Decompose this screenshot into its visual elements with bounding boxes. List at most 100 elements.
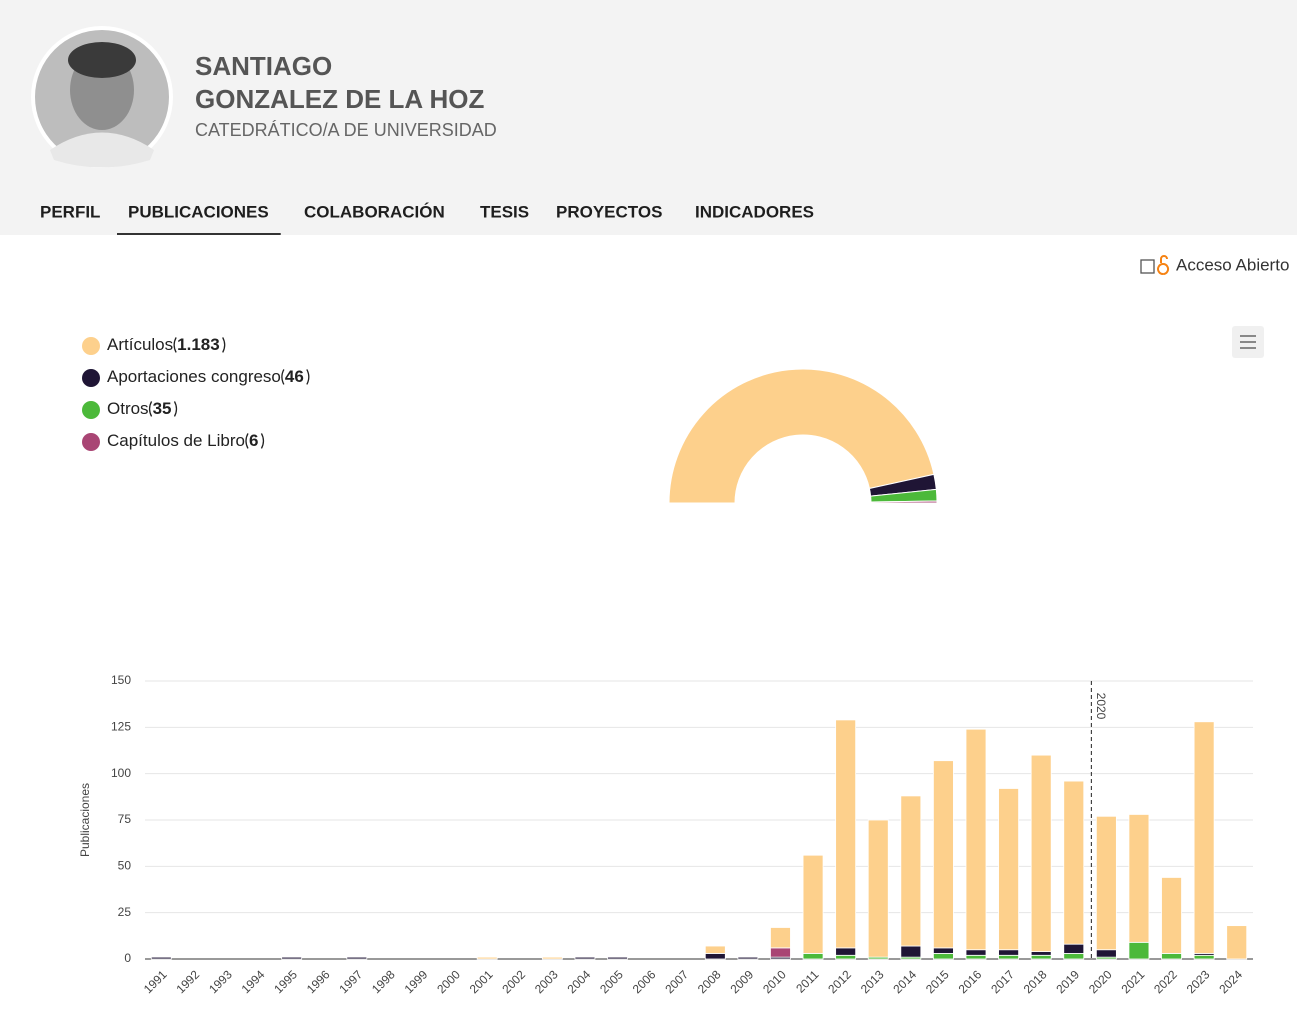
- x-tick-label: 2020: [1086, 967, 1115, 996]
- open-access-icon: [1158, 256, 1168, 274]
- bar-segment[interactable]: [901, 796, 921, 946]
- x-tick-label: 2004: [565, 967, 594, 996]
- legend-marker[interactable]: [82, 433, 100, 451]
- tab[interactable]: COLABORACIÓN: [304, 202, 445, 221]
- bar-segment[interactable]: [738, 957, 758, 959]
- plot-line-label: 2020: [1094, 693, 1108, 720]
- x-tick-label: 1995: [271, 967, 300, 996]
- bar-segment[interactable]: [999, 788, 1019, 949]
- bar-segment[interactable]: [933, 953, 953, 959]
- legend-label: Artículos: [107, 335, 173, 354]
- bar-segment[interactable]: [836, 948, 856, 955]
- bar-segment[interactable]: [282, 957, 302, 959]
- position: CATEDRÁTICO/A DE UNIVERSIDAD: [195, 120, 497, 140]
- tab[interactable]: PERFIL: [40, 202, 100, 221]
- tab[interactable]: PROYECTOS: [556, 202, 662, 221]
- x-tick-label: 2019: [1053, 967, 1082, 996]
- bar-segment[interactable]: [933, 948, 953, 954]
- tab[interactable]: INDICADORES: [695, 202, 814, 221]
- bar-segment[interactable]: [901, 946, 921, 957]
- bar-segment[interactable]: [966, 955, 986, 959]
- bar-segment[interactable]: [999, 955, 1019, 959]
- legend-count: 46: [285, 367, 304, 386]
- legend-label: Capítulos de Libro: [107, 431, 245, 450]
- bar-segment[interactable]: [1064, 944, 1084, 953]
- bar-segment[interactable]: [1129, 942, 1149, 959]
- x-tick-label: 2018: [1021, 967, 1050, 996]
- legend-paren: [174, 337, 176, 352]
- bar-segment[interactable]: [347, 957, 367, 959]
- bar-segment[interactable]: [966, 729, 986, 950]
- bar-segment[interactable]: [803, 953, 823, 959]
- chart-menu-button[interactable]: [1232, 326, 1264, 358]
- x-tick-label: 2002: [499, 967, 528, 996]
- x-tick-label: 2007: [662, 967, 691, 996]
- bar-segment[interactable]: [1031, 755, 1051, 951]
- legend-paren: [150, 401, 152, 416]
- bar-segment[interactable]: [1227, 926, 1247, 959]
- legend-entry[interactable]: Capítulos de Libro6: [107, 431, 258, 450]
- bar-segment[interactable]: [608, 957, 628, 959]
- legend-label: Otros: [107, 399, 149, 418]
- bar-segment[interactable]: [542, 957, 562, 959]
- bar-segment[interactable]: [1064, 781, 1084, 944]
- bar-segment[interactable]: [1096, 950, 1116, 957]
- legend-marker[interactable]: [82, 369, 100, 387]
- bar-segment[interactable]: [1129, 814, 1149, 942]
- bar-segment[interactable]: [477, 957, 497, 959]
- x-tick-label: 1992: [173, 967, 202, 996]
- bar-segment[interactable]: [803, 855, 823, 953]
- x-tick-label: 2006: [630, 967, 659, 996]
- bar-segment[interactable]: [1096, 816, 1116, 949]
- bar-segment[interactable]: [1162, 953, 1182, 959]
- tab[interactable]: TESIS: [480, 202, 529, 221]
- x-tick-label: 2000: [434, 967, 463, 996]
- legend-entry[interactable]: Aportaciones congreso46: [107, 367, 304, 386]
- x-tick-label: 2021: [1119, 967, 1148, 996]
- last-name: GONZALEZ DE LA HOZ: [195, 84, 484, 114]
- legend-paren: [261, 433, 263, 448]
- x-tick-label: 2022: [1151, 967, 1180, 996]
- bar-segment[interactable]: [575, 957, 595, 959]
- x-tick-label: 2013: [858, 967, 887, 996]
- bar-segment[interactable]: [705, 953, 725, 959]
- checkbox[interactable]: [1141, 260, 1154, 273]
- x-tick-label: 1994: [239, 967, 268, 996]
- bar-segment[interactable]: [999, 950, 1019, 956]
- legend-paren: [174, 401, 176, 416]
- legend-entry[interactable]: Otros35: [107, 399, 171, 418]
- legend-marker[interactable]: [82, 337, 100, 355]
- legend-marker[interactable]: [82, 401, 100, 419]
- bar-segment[interactable]: [1162, 877, 1182, 953]
- bar-segment[interactable]: [151, 957, 171, 959]
- x-tick-label: 2014: [890, 967, 919, 996]
- x-tick-label: 2010: [760, 967, 789, 996]
- open-access-label[interactable]: Acceso Abierto: [1176, 255, 1289, 274]
- bar-segment[interactable]: [836, 955, 856, 959]
- bar-segment[interactable]: [1194, 722, 1214, 954]
- bar-segment[interactable]: [705, 946, 725, 953]
- legend-entry[interactable]: Artículos1.183: [107, 335, 220, 354]
- page: SANTIAGO GONZALEZ DE LA HOZ CATEDRÁTICO/…: [0, 0, 1297, 1017]
- bar-segment[interactable]: [836, 720, 856, 948]
- bar-segment[interactable]: [1031, 955, 1051, 959]
- tab[interactable]: PUBLICACIONES: [128, 202, 269, 221]
- legend-paren: [307, 369, 309, 384]
- bar-segment[interactable]: [966, 950, 986, 956]
- x-tick-label: 1991: [141, 967, 170, 996]
- y-tick-label: 125: [111, 720, 131, 734]
- bar-segment[interactable]: [770, 948, 790, 957]
- bar-segment[interactable]: [1064, 953, 1084, 959]
- x-tick-label: 2001: [467, 967, 496, 996]
- x-tick-label: 1999: [402, 967, 431, 996]
- bar-segment[interactable]: [1031, 952, 1051, 956]
- bar-chart: 0255075100125150Publicaciones19911992199…: [78, 673, 1253, 996]
- x-tick-label: 1996: [304, 967, 333, 996]
- bar-segment[interactable]: [1194, 955, 1214, 959]
- bar-segment[interactable]: [868, 820, 888, 957]
- bar-segment[interactable]: [933, 761, 953, 948]
- open-access-filter[interactable]: Acceso Abierto: [1141, 255, 1289, 274]
- bar-segment[interactable]: [770, 927, 790, 947]
- x-tick-label: 1997: [336, 967, 365, 996]
- y-tick-label: 150: [111, 673, 131, 687]
